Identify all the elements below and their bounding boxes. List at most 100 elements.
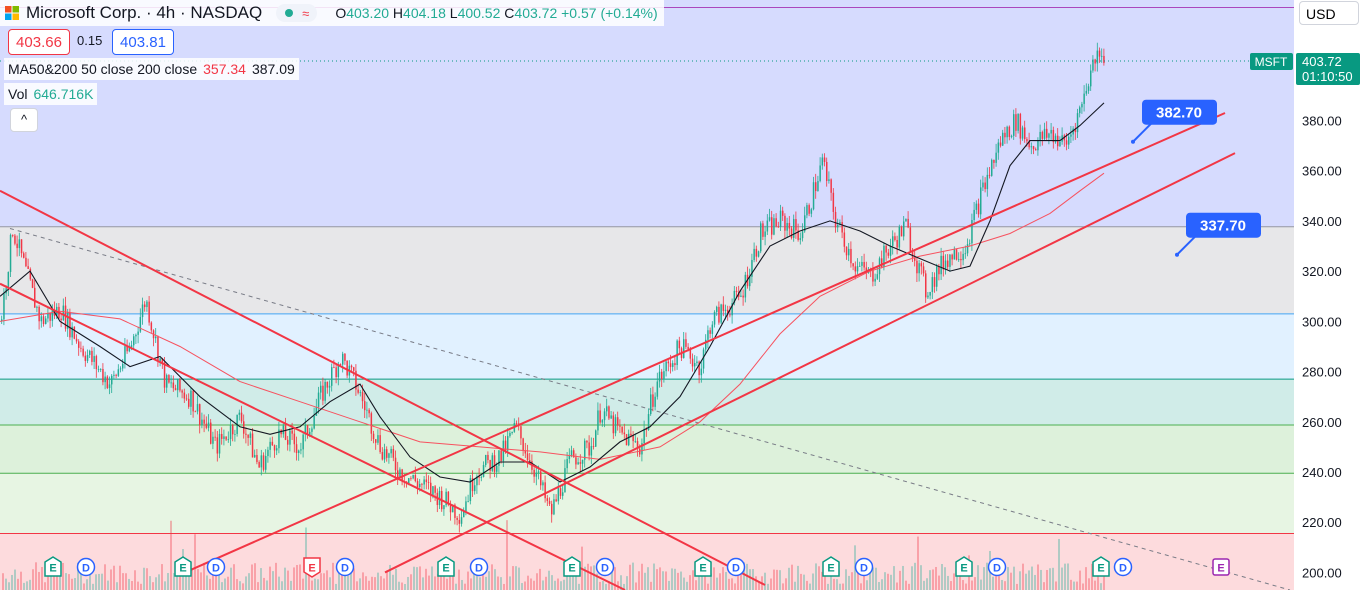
earnings-event-icon[interactable]: E — [303, 557, 321, 578]
candle — [1074, 122, 1077, 140]
volume-bar — [470, 578, 472, 590]
market-status[interactable]: ≈ — [276, 4, 318, 22]
collapse-legend-button[interactable]: ^ — [10, 108, 38, 132]
dividend-event-icon[interactable]: D — [854, 557, 874, 577]
volume-bar — [536, 573, 538, 590]
candle-body — [249, 433, 252, 438]
volume-bar — [554, 580, 556, 590]
earnings-event-icon[interactable]: E — [1092, 556, 1110, 577]
candle-body — [34, 287, 36, 308]
candle — [788, 216, 791, 236]
volume-bar — [1091, 563, 1093, 590]
candle-body — [62, 305, 65, 321]
volume-bar — [263, 577, 265, 590]
candle — [306, 424, 309, 439]
candle — [181, 389, 183, 399]
earnings-event-icon[interactable]: E — [44, 556, 62, 577]
candle-body — [971, 220, 973, 244]
candle-body — [216, 437, 219, 454]
dividend-event-icon[interactable]: D — [469, 557, 489, 577]
candle — [555, 494, 557, 503]
earnings-event-icon[interactable]: E — [563, 556, 581, 577]
candle-body — [128, 346, 131, 352]
candle-body — [933, 277, 936, 287]
candle-body — [949, 254, 951, 267]
candle — [89, 349, 91, 359]
earnings-event-icon[interactable]: E — [437, 556, 455, 577]
candle — [762, 220, 764, 241]
sell-price-button[interactable]: 403.66 — [8, 29, 70, 55]
volume-bar — [1094, 580, 1096, 590]
candle — [258, 460, 260, 469]
red-trendline — [0, 282, 626, 590]
earnings-event-icon[interactable]: E — [1212, 558, 1230, 576]
current-price-box — [1296, 52, 1360, 85]
candle — [1021, 125, 1024, 141]
earnings-event-icon[interactable]: E — [694, 556, 712, 577]
event-letter: D — [732, 563, 740, 575]
volume-bar — [1016, 583, 1018, 590]
volume-bar — [107, 580, 109, 590]
volume-bar — [380, 576, 382, 590]
candle-body — [826, 161, 828, 181]
candle-body — [947, 260, 949, 267]
candle — [592, 437, 595, 450]
candle — [850, 241, 852, 268]
candle — [819, 157, 821, 183]
dividend-event-icon[interactable]: D — [987, 557, 1007, 577]
candle-body — [289, 430, 291, 445]
event-shape — [469, 557, 489, 577]
candle-body — [909, 227, 912, 252]
volume-bar — [491, 564, 493, 590]
candle-body — [207, 422, 210, 428]
volume-bar — [830, 570, 832, 590]
volume-bar — [896, 582, 898, 590]
volume-bar — [56, 574, 58, 590]
earnings-event-icon[interactable]: E — [955, 556, 973, 577]
dividend-event-icon[interactable]: D — [1113, 557, 1133, 577]
candle-body — [210, 422, 212, 444]
volume-bar — [437, 574, 439, 590]
candle-body — [353, 367, 355, 371]
candle-body — [205, 423, 208, 428]
volume-bar — [308, 572, 310, 590]
earnings-event-icon[interactable]: E — [822, 556, 840, 577]
currency-selector[interactable]: USD — [1299, 1, 1359, 25]
candle — [133, 333, 135, 350]
symbol-title[interactable]: Microsoft Corp. · 4h · NASDAQ — [26, 3, 263, 22]
ma-indicator-legend[interactable]: MA50&200 50 close 200 close 357.34 387.0… — [4, 58, 299, 80]
buy-price-button[interactable]: 403.81 — [112, 29, 174, 55]
candle — [443, 505, 445, 516]
volume-bar — [1046, 569, 1048, 590]
candle-body — [599, 410, 601, 423]
volume-bar — [179, 570, 181, 590]
volume-bar — [944, 567, 946, 590]
price-axis-tick: 260.00 — [1302, 415, 1342, 430]
candle — [658, 364, 661, 388]
earnings-event-icon[interactable]: E — [174, 556, 192, 577]
candle-body — [762, 223, 764, 237]
dividend-event-icon[interactable]: D — [726, 557, 746, 577]
candle-body — [722, 304, 725, 311]
candle-body — [944, 260, 947, 270]
candle-body — [47, 313, 49, 319]
dividend-event-icon[interactable]: D — [76, 557, 96, 577]
volume-indicator-legend[interactable]: Vol 646.716K — [4, 83, 98, 105]
volume-bar — [737, 562, 739, 590]
candle-body — [1076, 113, 1079, 133]
volume-bar — [428, 575, 430, 590]
candle — [150, 321, 153, 334]
candle-body — [898, 226, 901, 248]
dividend-event-icon[interactable]: D — [595, 557, 615, 577]
dividend-event-icon[interactable]: D — [335, 557, 355, 577]
volume-bar — [1058, 538, 1060, 590]
volume-bar — [212, 564, 214, 590]
dividend-event-icon[interactable]: D — [206, 557, 226, 577]
candle-body — [170, 382, 172, 384]
candle — [540, 468, 542, 490]
candle-body — [861, 261, 863, 266]
volume-bar — [119, 565, 121, 590]
candle-body — [936, 266, 938, 287]
volume-bar — [635, 582, 637, 590]
